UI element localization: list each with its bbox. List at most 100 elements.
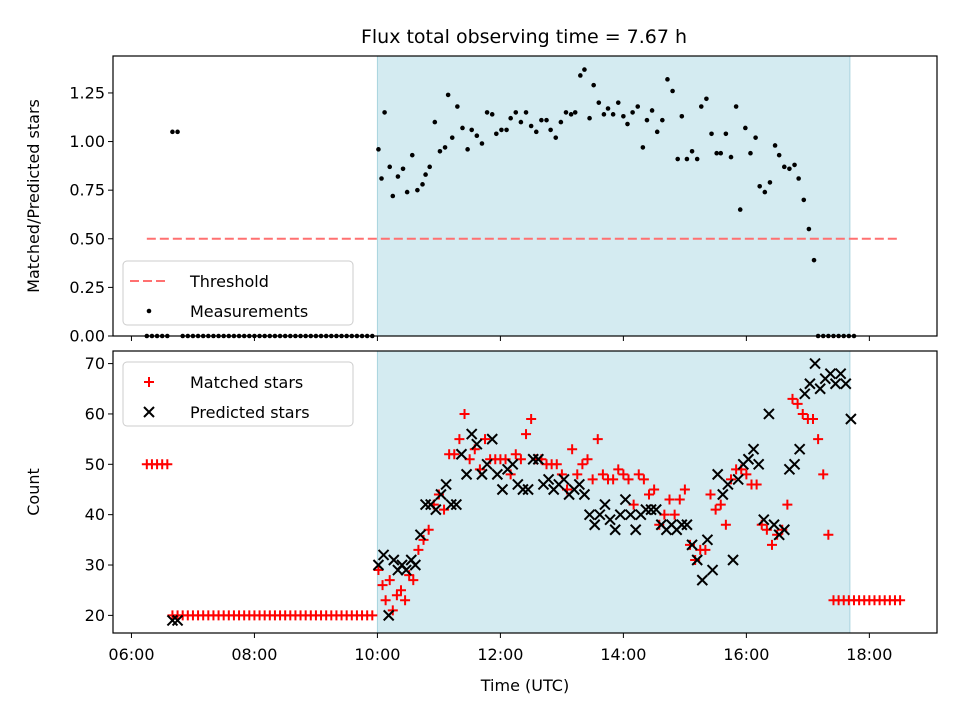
data-point (523, 110, 529, 115)
data-point (609, 524, 621, 536)
observing-interval-shade (377, 56, 850, 336)
data-point (644, 489, 655, 500)
data-point (395, 174, 401, 179)
data-point (450, 498, 463, 511)
x-tick-label: 08:00 (231, 645, 277, 664)
data-point (717, 488, 729, 501)
data-point (635, 104, 641, 109)
data-point (792, 162, 797, 168)
data-point (409, 152, 415, 158)
data-point (558, 119, 564, 125)
data-point (558, 473, 570, 486)
data-point (563, 110, 569, 115)
data-point (449, 449, 460, 460)
data-point (377, 549, 390, 561)
data-point (388, 554, 400, 566)
data-point (506, 458, 519, 471)
data-point (624, 508, 637, 521)
legend: Matched stars Predicted stars (122, 361, 354, 427)
data-point (604, 513, 616, 526)
data-point (440, 478, 452, 491)
data-point (718, 150, 724, 156)
data-point (599, 498, 611, 511)
data-point (460, 468, 473, 481)
data-point (594, 508, 606, 521)
data-point (175, 129, 180, 135)
data-point (390, 193, 396, 199)
data-point (577, 459, 588, 470)
legend-box (122, 361, 354, 427)
data-point (476, 468, 488, 481)
data-point (573, 478, 586, 491)
data-point (674, 494, 685, 505)
data-point (640, 503, 652, 516)
data-point (796, 176, 801, 181)
data-point (522, 483, 534, 496)
data-point (578, 73, 583, 78)
data-point (508, 115, 513, 121)
data-point (517, 483, 529, 496)
data-point (551, 459, 562, 470)
data-point (714, 150, 719, 156)
data-point (787, 166, 792, 172)
data-point (567, 444, 578, 455)
data-point (454, 434, 465, 445)
data-point (705, 489, 716, 500)
data-point (706, 564, 719, 576)
data-point (676, 519, 688, 531)
data-point (469, 127, 475, 133)
data-point (504, 127, 509, 133)
data-point (704, 96, 709, 102)
data-point (415, 187, 420, 193)
y-tick-label: 30 (85, 556, 105, 575)
data-point (542, 473, 555, 486)
data-point (767, 180, 773, 185)
data-point (526, 413, 537, 424)
data-point (743, 125, 748, 131)
data-point (588, 519, 601, 531)
y-axis-label: Matched/Predicted stars (24, 99, 43, 293)
data-point (532, 453, 545, 465)
data-point (778, 524, 791, 536)
x-tick-label: 16:00 (723, 645, 769, 664)
legend-label: Matched stars (190, 373, 303, 392)
legend: Threshold Measurements (122, 260, 354, 326)
data-point (496, 483, 509, 496)
data-point (572, 110, 578, 115)
data-point (435, 488, 447, 501)
data-point (387, 164, 393, 170)
data-point (521, 429, 532, 440)
data-point (649, 108, 655, 113)
data-point (654, 129, 660, 135)
data-point (419, 498, 432, 511)
data-point (723, 131, 729, 137)
y-tick-label: 0.50 (69, 229, 105, 248)
data-point (596, 100, 602, 105)
data-point (645, 503, 657, 516)
data-point (694, 156, 700, 162)
data-point (420, 182, 425, 187)
data-point (675, 156, 681, 162)
data-point (513, 110, 519, 115)
data-point (640, 145, 646, 150)
data-point (824, 367, 837, 380)
legend-swatch (144, 377, 154, 387)
data-point (391, 590, 402, 601)
data-point (814, 383, 826, 395)
data-point (670, 88, 675, 94)
axes-frame (112, 55, 938, 337)
data-point (700, 544, 711, 555)
data-point (465, 147, 470, 152)
data-point (166, 614, 179, 627)
data-point (528, 123, 534, 129)
y-tick-label: 70 (85, 354, 105, 373)
data-point (572, 469, 583, 480)
data-point (792, 398, 803, 409)
data-point (610, 112, 616, 117)
data-point (722, 478, 734, 491)
legend-label: Measurements (190, 302, 308, 321)
data-point (811, 257, 817, 263)
panel-2: 20 30 40 50 60 70 06:00 08:00 10:00 12:00 14:00 16:… (24, 350, 938, 695)
data-point (423, 172, 428, 177)
data-point (829, 378, 842, 390)
